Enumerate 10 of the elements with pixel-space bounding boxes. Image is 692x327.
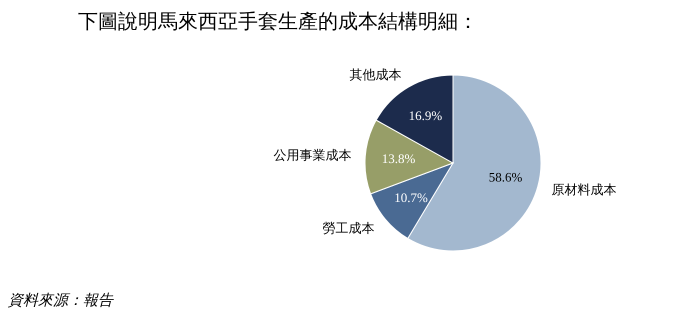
slice-label: 其他成本 xyxy=(349,67,402,82)
data-label: 58.6% xyxy=(488,170,523,185)
data-label: 10.7% xyxy=(394,190,428,205)
source-note: 資料來源：報告 xyxy=(8,292,114,309)
slice-label: 公用事業成本 xyxy=(273,147,352,162)
slice-label: 原材料成本 xyxy=(551,182,616,198)
slice-label: 勞工成本 xyxy=(322,220,375,236)
chart-title: 下圖說明馬來西亞手套生產的成本結構明細： xyxy=(78,11,478,33)
data-label: 16.9% xyxy=(408,108,442,123)
data-label: 13.8% xyxy=(382,150,416,166)
